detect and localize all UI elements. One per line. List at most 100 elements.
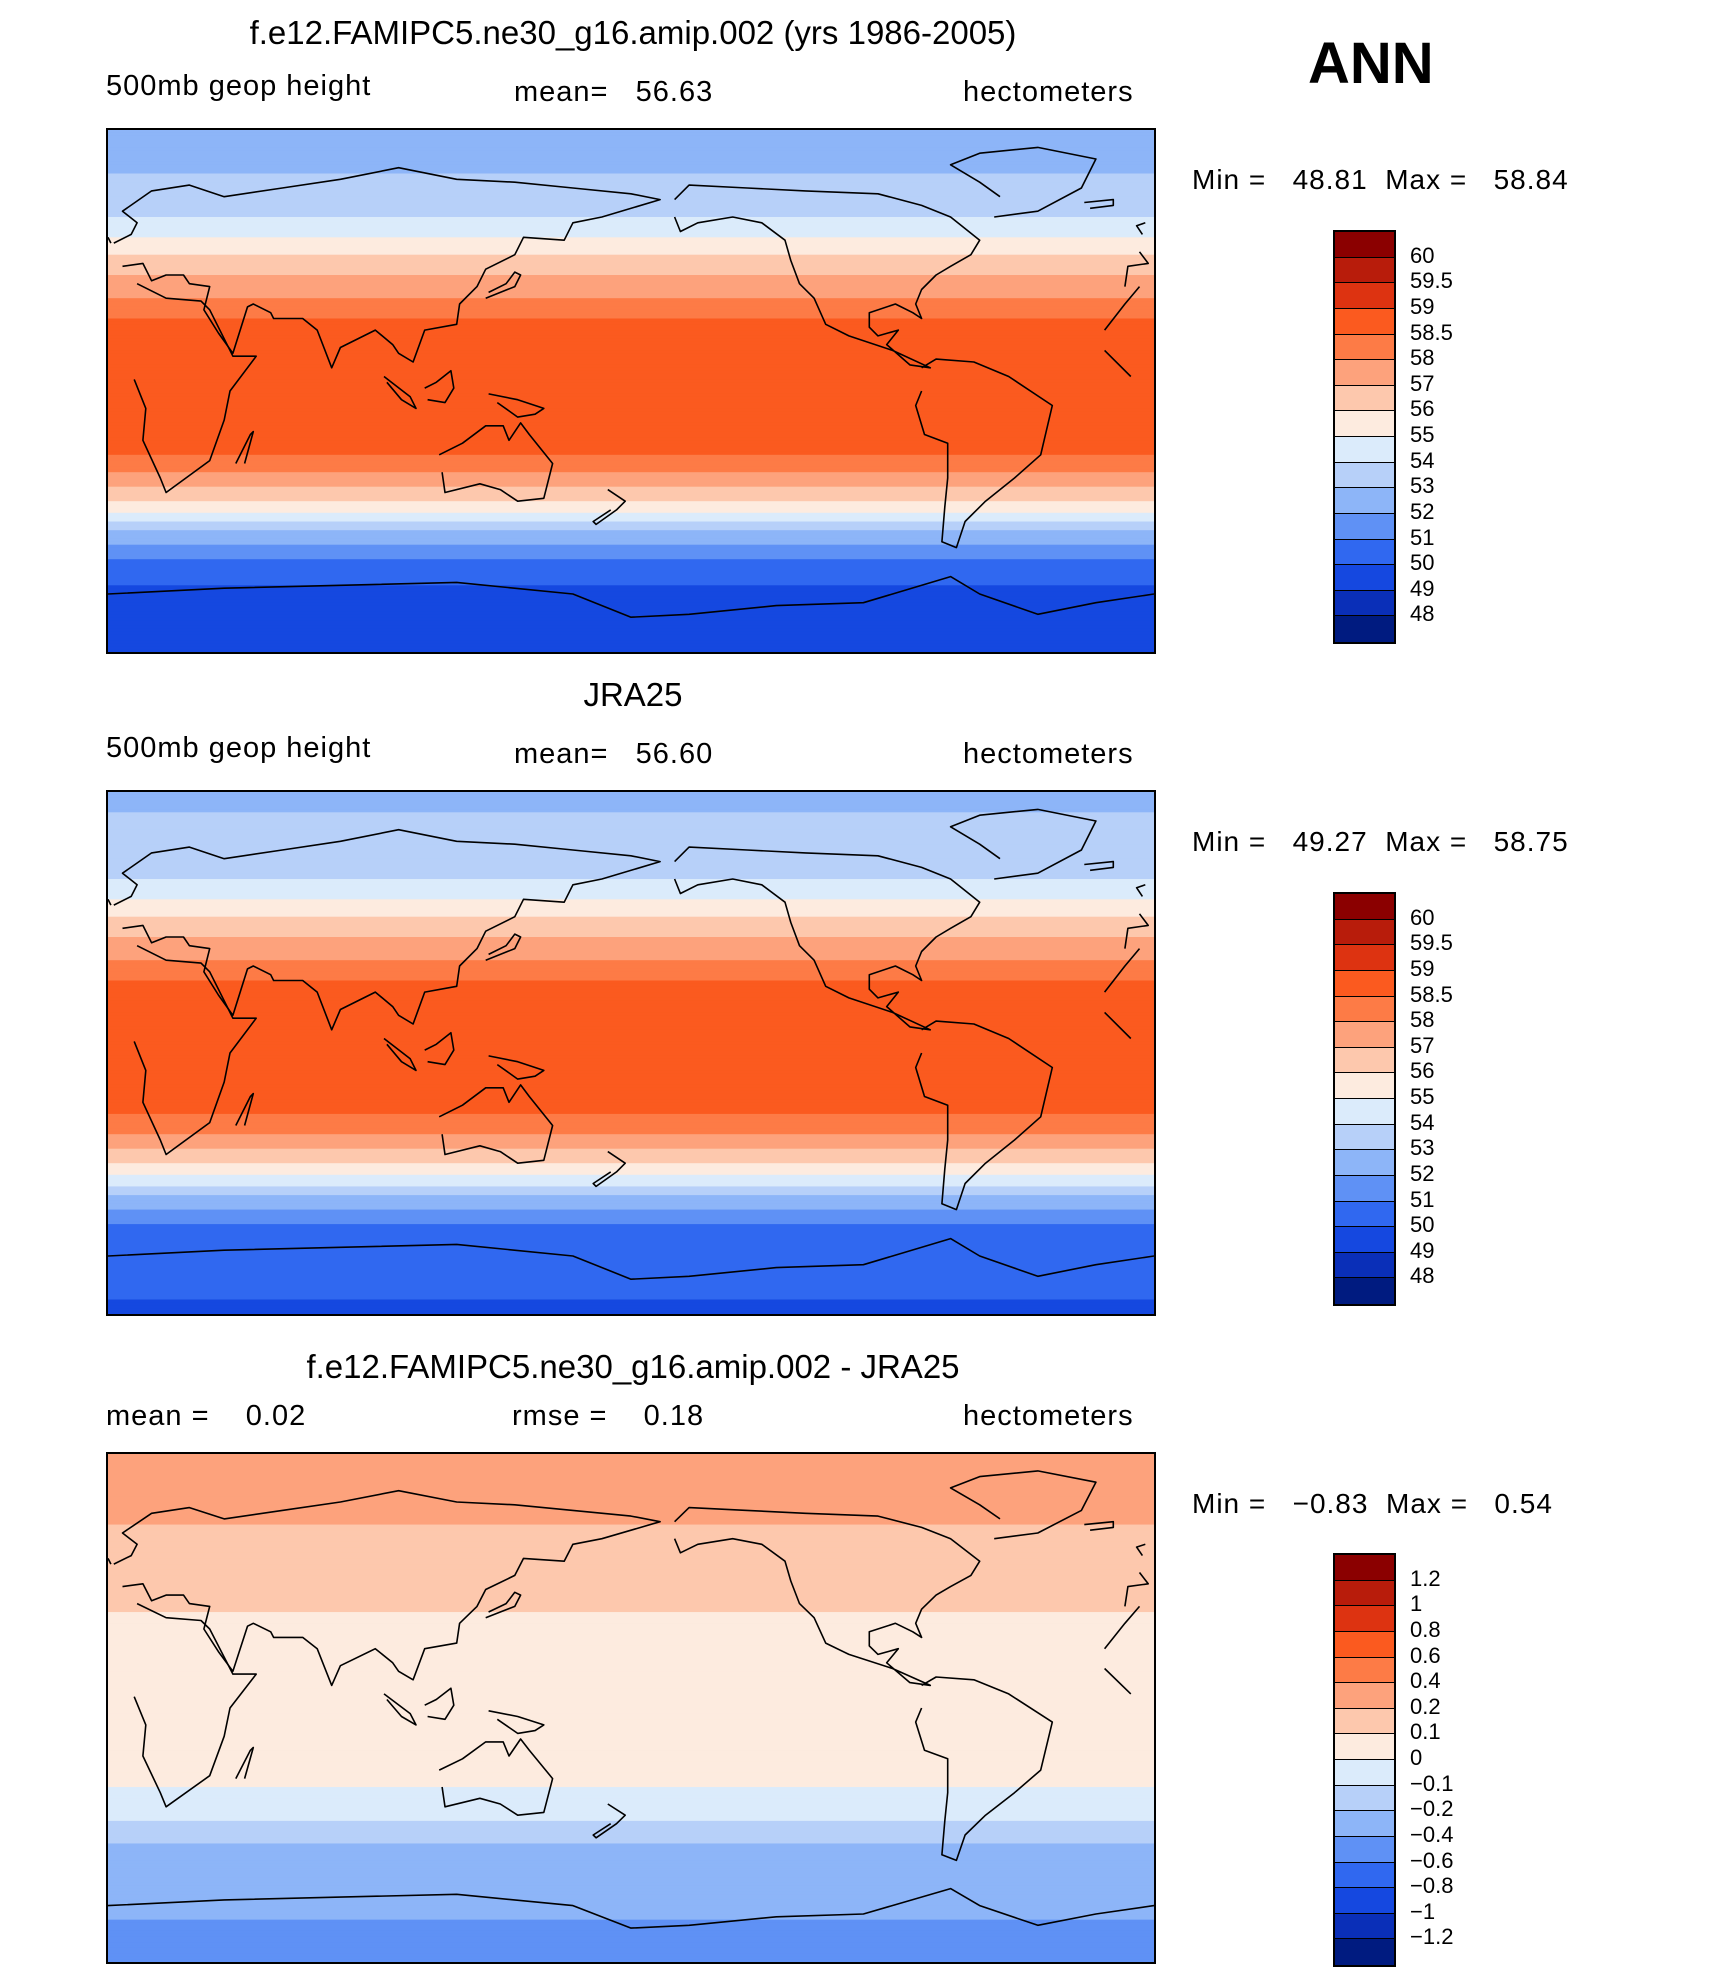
contour-band: [108, 864, 1154, 869]
contour-band: [108, 185, 1154, 189]
colorbar-cell: [1335, 1047, 1394, 1074]
contour-band: [108, 1891, 1154, 1896]
contour-band: [108, 1180, 1154, 1185]
contour-band: [108, 1710, 1154, 1715]
contour-band: [108, 573, 1154, 578]
contour-band: [108, 954, 1154, 959]
contour-band: [108, 457, 1154, 462]
colorbar-tick-label: 0.8: [1410, 1616, 1441, 1642]
contour-band: [108, 1018, 1154, 1022]
contour-band: [108, 1015, 1154, 1019]
coastline-nz: [592, 488, 626, 526]
contour-band: [108, 1919, 1154, 1924]
contour-band: [108, 829, 1154, 834]
contour-band: [108, 202, 1154, 207]
contour-band: [108, 391, 1154, 395]
contour-band: [108, 1775, 1154, 1780]
coastline-newguinea: [488, 1710, 545, 1735]
panel2-mean-label: mean= 56.60: [514, 738, 714, 770]
contour-band: [108, 382, 1154, 386]
contour-band: [108, 1939, 1154, 1944]
contour-band: [108, 1113, 1154, 1118]
contour-band: [108, 1914, 1154, 1918]
contour-band: [108, 852, 1154, 857]
contour-band: [108, 156, 1154, 160]
contour-band: [108, 841, 1154, 845]
contour-band: [108, 1832, 1154, 1836]
contour-band: [108, 1679, 1154, 1684]
colorbar-cell: [1335, 462, 1394, 489]
colorbar-tick-label: 0.2: [1410, 1693, 1441, 1719]
panel2-map: [106, 790, 1156, 1316]
contour-band: [108, 858, 1154, 863]
contour-band: [108, 1108, 1154, 1112]
colorbar-cell: [1335, 308, 1394, 335]
contour-band: [108, 1795, 1154, 1800]
panel2-minmax: Min = 49.27 Max = 58.75: [1192, 826, 1569, 857]
colorbar-tick-label: 49: [1410, 1237, 1435, 1263]
contour-band: [108, 992, 1154, 996]
contour-band: [108, 1597, 1154, 1602]
contour-band: [108, 1504, 1154, 1509]
contour-band: [108, 1157, 1154, 1162]
contour-band: [108, 832, 1154, 837]
colorbar-tick-label: 55: [1410, 422, 1435, 447]
contour-band: [108, 1654, 1154, 1658]
contour-band: [108, 280, 1154, 285]
contour-band: [108, 315, 1154, 320]
colorbar-cell: [1335, 1836, 1394, 1863]
colorbar-tick-label: 56: [1410, 1058, 1435, 1084]
contour-band: [108, 1566, 1154, 1571]
contour-band: [108, 475, 1154, 479]
contour-band: [108, 931, 1154, 935]
contour-band: [108, 428, 1154, 433]
contour-band: [108, 466, 1154, 471]
contour-band: [108, 1035, 1154, 1040]
contour-band: [108, 1744, 1154, 1749]
contour-band: [108, 199, 1154, 204]
panel1-colorbar: [1333, 230, 1396, 644]
contour-band: [108, 1163, 1154, 1167]
contour-band: [108, 1696, 1154, 1701]
contour-band: [108, 251, 1154, 256]
contour-band: [108, 196, 1154, 201]
contour-band: [108, 1840, 1154, 1845]
contour-band: [108, 1067, 1154, 1072]
contour-band: [108, 518, 1154, 523]
colorbar-cell: [1335, 1708, 1394, 1735]
contour-band: [108, 599, 1154, 604]
contour-band: [108, 1055, 1154, 1060]
contour-band: [108, 1877, 1154, 1881]
contour-band: [108, 823, 1154, 828]
contour-band: [108, 1151, 1154, 1156]
contour-band: [108, 1603, 1154, 1608]
contour-band: [108, 324, 1154, 328]
contour-band: [108, 1645, 1154, 1650]
contour-band: [108, 873, 1154, 877]
contour-band: [108, 826, 1154, 831]
contour-band: [108, 1905, 1154, 1910]
colorbar-cell: [1335, 1278, 1394, 1304]
contour-band: [108, 1953, 1154, 1958]
map-svg-1: [108, 130, 1154, 652]
contour-band: [108, 402, 1154, 407]
map-svg-3: [108, 1454, 1154, 1962]
coastline-uk: [108, 222, 1146, 244]
contour-band: [108, 1835, 1154, 1839]
contour-band: [108, 306, 1154, 311]
contour-band: [108, 1535, 1154, 1540]
contour-band: [108, 1209, 1154, 1214]
contour-band: [108, 850, 1154, 854]
contour-band: [108, 1244, 1154, 1249]
contour-band: [108, 283, 1154, 288]
contour-band: [108, 1238, 1154, 1243]
contour-band: [108, 1809, 1154, 1814]
contour-band: [108, 1899, 1154, 1904]
colorbar-tick-label: 51: [1410, 1186, 1435, 1212]
contour-band: [108, 190, 1154, 195]
contour-band: [108, 269, 1154, 273]
panel2-mean-value: 56.60: [635, 738, 714, 770]
contour-band: [108, 1148, 1154, 1153]
contour-band: [108, 582, 1154, 587]
contour-band: [108, 1270, 1154, 1275]
